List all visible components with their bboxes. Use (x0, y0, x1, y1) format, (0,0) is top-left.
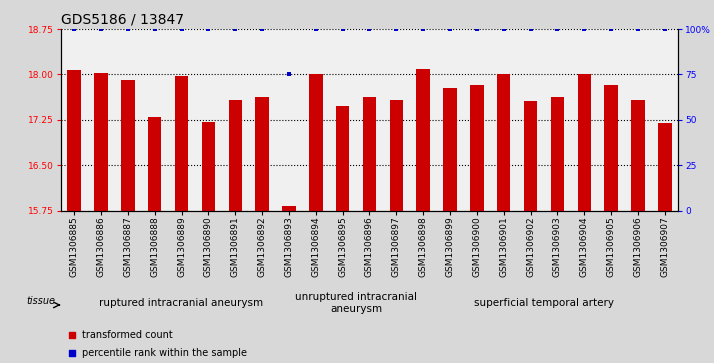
Bar (94, 73, 108, 211)
Bar (148, 117, 161, 211)
Bar (524, 101, 538, 211)
Point (283, 72, 295, 77)
Bar (228, 100, 242, 211)
Point (256, 26, 268, 32)
Bar (336, 106, 349, 211)
Point (444, 26, 456, 32)
Bar (416, 69, 430, 211)
Point (659, 26, 670, 32)
Text: superficial temporal artery: superficial temporal artery (474, 298, 614, 308)
Point (633, 26, 644, 32)
Point (337, 26, 348, 32)
Text: GDS5186 / 13847: GDS5186 / 13847 (61, 12, 183, 26)
Point (552, 26, 563, 32)
Point (69, 26, 80, 32)
Bar (175, 76, 188, 211)
Point (149, 26, 161, 32)
Text: transformed count: transformed count (81, 330, 172, 340)
Text: percentile rank within the sample: percentile rank within the sample (81, 348, 246, 358)
Bar (550, 97, 564, 211)
Bar (443, 88, 457, 211)
Text: unruptured intracranial
aneurysm: unruptured intracranial aneurysm (295, 292, 417, 314)
Point (176, 26, 187, 32)
Bar (497, 74, 511, 211)
Point (471, 26, 483, 32)
Point (525, 26, 536, 32)
Bar (390, 100, 403, 211)
Point (605, 26, 617, 32)
Point (418, 26, 429, 32)
Text: ruptured intracranial aneurysm: ruptured intracranial aneurysm (99, 298, 263, 308)
Point (203, 26, 214, 32)
Point (391, 26, 402, 32)
Point (463, 281, 474, 286)
Point (578, 26, 590, 32)
Bar (121, 81, 134, 211)
Point (122, 26, 134, 32)
Point (463, 117, 474, 123)
Point (95, 26, 106, 32)
Bar (363, 97, 376, 211)
Bar (282, 206, 296, 211)
Bar (309, 74, 323, 211)
Bar (67, 70, 81, 211)
Bar (256, 97, 268, 211)
Text: tissue: tissue (27, 296, 56, 306)
Bar (201, 122, 215, 211)
Point (229, 26, 241, 32)
Point (363, 26, 375, 32)
Point (498, 26, 510, 32)
Bar (631, 100, 645, 211)
Bar (605, 85, 618, 211)
Bar (578, 74, 591, 211)
Bar (658, 123, 672, 211)
Point (310, 26, 321, 32)
Bar (471, 85, 483, 211)
